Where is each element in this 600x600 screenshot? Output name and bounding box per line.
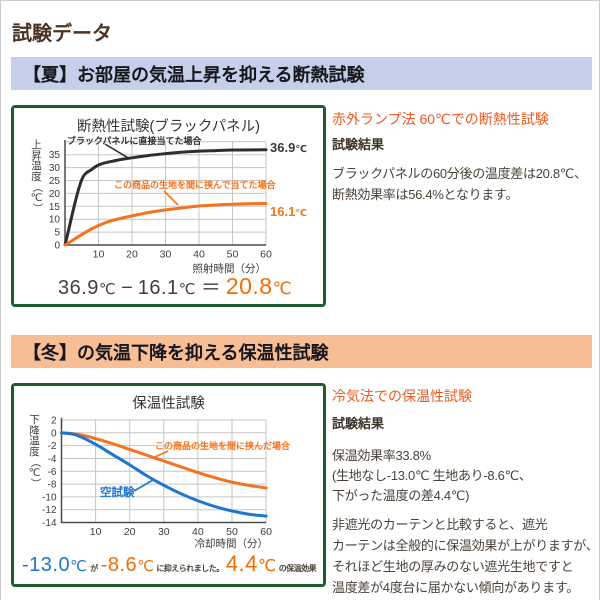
formula-diff-temp: 4.4℃ (225, 551, 277, 576)
svg-text:20: 20 (126, 249, 138, 261)
winter-result-body: 保温効果率33.8% (生地なし-13.0℃ 生地あり-8.6℃、 下がった温度… (332, 446, 532, 506)
annotation-black-panel: ブラックパネルに直接当てた場合 (67, 136, 202, 146)
winter-body-line-2: (生地なし-13.0℃ 生地あり-8.6℃、 (332, 468, 532, 483)
formula-result: 20.8℃ (225, 273, 293, 299)
winter-note-line-1: 非遮光のカーテンと比較すると、遮光 (332, 517, 548, 532)
summer-result-body: ブラックパネルの60分後の温度差は20.8℃、 断熱効果率は56.4%となります… (332, 163, 587, 205)
svg-text:60: 60 (260, 526, 272, 538)
chart-panel-heat-retention: 2 0 -2 -4 -6 -8 -10 -12 -14 10 20 30 40 50 60 保温性試験 下降… (11, 383, 326, 587)
svg-text:20: 20 (49, 189, 61, 200)
formula-base-temp: -13.0℃ (22, 554, 88, 576)
winter-note-line-2: カーテンは全般的に保温効果が上がりますが、 (332, 538, 599, 553)
formula-diff-note: の保温効果 (278, 564, 317, 573)
page-title: 試験データ (12, 23, 112, 45)
winter-note-line-4: 温度差が4度台に届かない傾向があります。 (332, 580, 579, 595)
svg-text:60: 60 (260, 249, 272, 261)
svg-text:10: 10 (49, 215, 61, 226)
svg-text:50: 50 (227, 249, 239, 261)
svg-text:15: 15 (49, 202, 61, 213)
insulation-chart: 0 5 10 15 20 25 30 35 10 20 30 40 50 60 (49, 140, 272, 261)
formula-minus-sign: − (121, 277, 133, 299)
formula-note: に抑えられました。 (156, 564, 224, 573)
svg-text:-2: -2 (48, 441, 57, 452)
black-line-end-value: 36.9℃ (270, 140, 307, 155)
heat-retention-formula: -13.0℃ が -8.6℃ に抑えられました。 4.4℃ の保温効果 (22, 551, 317, 577)
winter-body-line-1: 保温効果率33.8% (332, 448, 431, 463)
section-heading-winter-text: 【冬】の気温下降を抑える保温性試験 (23, 342, 329, 363)
svg-text:0: 0 (51, 428, 57, 439)
y-axis-label-insulation: 上昇温度（℃） (30, 139, 43, 214)
svg-text:30: 30 (160, 249, 172, 261)
formula-reduced-temp: -8.6℃ (100, 554, 155, 576)
winter-body-line-3: 下がった温度の差4.4℃) (332, 488, 470, 503)
svg-text:35: 35 (49, 150, 61, 161)
chart-title-heat-retention: 保温性試験 (132, 396, 205, 412)
svg-text:5: 5 (54, 228, 60, 239)
svg-text:-12: -12 (42, 505, 57, 516)
svg-text:-10: -10 (42, 492, 57, 503)
svg-text:25: 25 (49, 176, 61, 187)
section-heading-winter: 【冬】の気温下降を抑える保温性試験 (11, 335, 592, 368)
y-axis-label-heat-retention: 下降温度（℃） (28, 414, 41, 489)
formula-ga: が (90, 564, 98, 573)
formula-equals-sign: ＝ (200, 277, 221, 299)
summer-body-line-2: 断熱効果率は56.4%となります。 (332, 187, 519, 202)
insulation-formula: 36.9℃ −16.1℃ ＝ 20.8℃ (58, 273, 292, 300)
svg-text:-14: -14 (42, 518, 57, 529)
section-heading-summer: 【夏】お部屋の気温上昇を抑える断熱試験 (11, 57, 592, 90)
summer-result-label: 試験結果 (332, 137, 385, 152)
svg-text:2: 2 (51, 415, 57, 426)
svg-text:30: 30 (158, 526, 170, 538)
annotation-blank-test: 空試験 (100, 487, 135, 499)
svg-text:0: 0 (54, 241, 60, 252)
chart-panel-insulation: 0 5 10 15 20 25 30 35 10 20 30 40 50 60 断熱性試験(ブラックパネル… (11, 105, 326, 307)
summer-body-line-1: ブラックパネルの60分後の温度差は20.8℃、 (332, 166, 587, 181)
winter-note-line-3: それほど生地の厚みのない遮光生地ですと (332, 559, 574, 574)
formula-subtrahend: 16.1℃ (137, 277, 196, 299)
annotation-fabric-between-winter: この商品の生地を間に挟んだ場合 (155, 441, 291, 451)
winter-aside-heading: 冷気法での保温性試験 (332, 388, 472, 404)
svg-text:30: 30 (49, 163, 61, 174)
svg-text:50: 50 (226, 526, 238, 538)
x-axis-label-heat-retention: 冷却時間（分） (194, 538, 269, 550)
svg-text:-4: -4 (48, 454, 57, 465)
winter-note-body: 非遮光のカーテンと比較すると、遮光 カーテンは全般的に保温効果が上がりますが、 … (332, 514, 599, 598)
orange-line-end-value: 16.1℃ (270, 204, 307, 219)
summer-aside-heading: 赤外ランプ法 60℃での断熱性試験 (332, 111, 549, 127)
svg-text:-6: -6 (48, 467, 57, 478)
winter-result-label: 試験結果 (332, 416, 385, 431)
formula-minuend: 36.9℃ (58, 277, 117, 299)
svg-text:40: 40 (192, 526, 204, 538)
chart-title-insulation: 断熱性試験(ブラックパネル) (77, 119, 260, 135)
svg-text:40: 40 (193, 249, 205, 261)
svg-text:10: 10 (90, 526, 102, 538)
svg-text:-8: -8 (48, 480, 57, 491)
annotation-fabric-between: この商品の生地を間に挟んで当てた場合 (114, 180, 276, 190)
svg-text:20: 20 (124, 526, 136, 538)
x-axis-label-insulation: 照射時間（分） (192, 263, 267, 275)
svg-text:10: 10 (93, 249, 105, 261)
section-heading-summer-text: 【夏】お部屋の気温上昇を抑える断熱試験 (23, 64, 365, 85)
